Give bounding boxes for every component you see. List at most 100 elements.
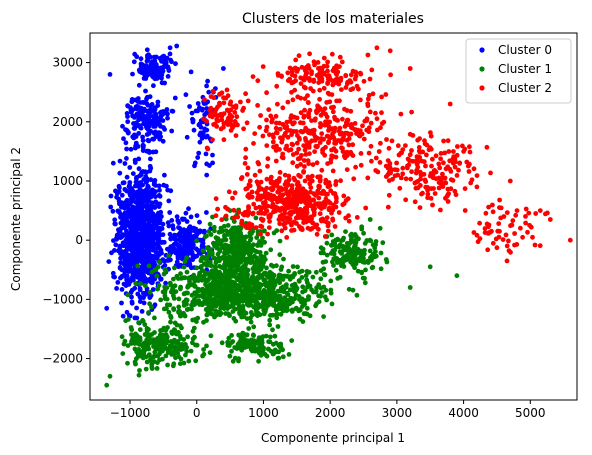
scatter-point [145, 210, 151, 216]
scatter-point [163, 327, 169, 333]
scatter-point [199, 256, 205, 262]
scatter-point [136, 166, 142, 172]
scatter-point [294, 140, 300, 146]
scatter-point [164, 302, 170, 308]
scatter-point [129, 294, 134, 300]
x-tick-label: −1000 [110, 406, 151, 420]
scatter-point [204, 210, 209, 215]
scatter-point [129, 257, 135, 263]
scatter-point [238, 276, 244, 282]
scatter-point [140, 145, 146, 151]
scatter-point [482, 226, 488, 231]
scatter-point [157, 193, 163, 199]
scatter-point [139, 353, 144, 359]
scatter-point [297, 156, 303, 161]
scatter-point [156, 183, 162, 189]
scatter-point [160, 112, 166, 117]
scatter-point [221, 66, 226, 71]
scatter-point [255, 103, 260, 108]
scatter-point [133, 281, 139, 287]
scatter-point [497, 228, 502, 234]
scatter-point [370, 91, 376, 97]
scatter-point [232, 190, 238, 196]
scatter-point [145, 214, 151, 220]
scatter-point [280, 354, 286, 360]
scatter-point [148, 67, 154, 73]
scatter-point [455, 144, 460, 149]
scatter-point [187, 104, 193, 109]
scatter-point [369, 158, 374, 164]
scatter-point [134, 333, 140, 338]
scatter-point [147, 255, 153, 261]
scatter-point [149, 278, 155, 284]
scatter-point [239, 242, 245, 248]
scatter-point [484, 144, 490, 150]
scatter-point [126, 282, 132, 287]
scatter-point [190, 238, 195, 244]
scatter-point [148, 118, 154, 124]
scatter-point [398, 175, 404, 181]
scatter-point [256, 347, 262, 353]
scatter-point [256, 275, 262, 281]
scatter-point [250, 211, 256, 217]
scatter-point [261, 200, 267, 206]
scatter-point [134, 257, 140, 263]
scatter-point [252, 131, 258, 137]
scatter-point [464, 159, 470, 165]
scatter-point [213, 196, 219, 202]
scatter-point [354, 215, 360, 220]
scatter-point [252, 172, 258, 178]
scatter-point [329, 210, 334, 216]
scatter-point [513, 212, 519, 218]
scatter-point [166, 253, 172, 259]
scatter-point [235, 214, 241, 220]
scatter-point [165, 74, 171, 79]
scatter-point [454, 173, 460, 178]
scatter-point [348, 87, 354, 93]
scatter-point [241, 237, 246, 243]
scatter-point [187, 279, 192, 284]
scatter-point [154, 273, 160, 279]
scatter-point [244, 120, 250, 126]
scatter-point [259, 337, 265, 343]
scatter-point [177, 248, 183, 253]
scatter-point [317, 87, 323, 93]
scatter-point [267, 132, 272, 138]
scatter-point [157, 259, 162, 265]
scatter-point [250, 74, 256, 79]
scatter-point [328, 290, 334, 296]
scatter-point [201, 116, 207, 122]
scatter-point [278, 311, 284, 317]
scatter-point [179, 254, 185, 259]
scatter-point [210, 88, 216, 94]
scatter-point [182, 275, 188, 281]
scatter-point [251, 324, 257, 330]
scatter-point [136, 372, 142, 378]
scatter-point [234, 114, 240, 120]
scatter-point [277, 170, 283, 175]
scatter-point [335, 237, 341, 243]
scatter-point [182, 259, 188, 264]
scatter-point [306, 296, 311, 302]
scatter-point [308, 185, 314, 191]
scatter-point [134, 274, 140, 279]
scatter-point [203, 134, 209, 140]
scatter-point [365, 175, 371, 181]
scatter-point [243, 146, 249, 152]
scatter-point [294, 69, 300, 74]
scatter-point [209, 291, 215, 297]
scatter-point [333, 267, 339, 273]
scatter-point [198, 301, 204, 306]
scatter-point [119, 300, 124, 306]
scatter-point [462, 186, 468, 192]
scatter-point [316, 299, 322, 305]
scatter-point [223, 268, 229, 274]
scatter-point [272, 333, 278, 339]
scatter-point [266, 286, 272, 291]
scatter-point [205, 254, 210, 260]
scatter-point [303, 212, 309, 218]
scatter-point [332, 114, 337, 120]
scatter-point [313, 135, 319, 140]
scatter-point [160, 138, 166, 144]
scatter-point [244, 291, 249, 297]
